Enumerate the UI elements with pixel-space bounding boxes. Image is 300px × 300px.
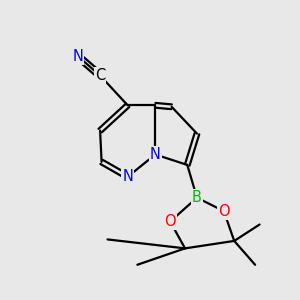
Text: N: N [122,169,133,184]
Text: N: N [150,147,161,162]
Text: O: O [164,214,176,229]
Text: C: C [95,68,105,83]
Text: N: N [72,49,83,64]
Text: O: O [218,204,230,219]
Text: B: B [192,190,202,205]
